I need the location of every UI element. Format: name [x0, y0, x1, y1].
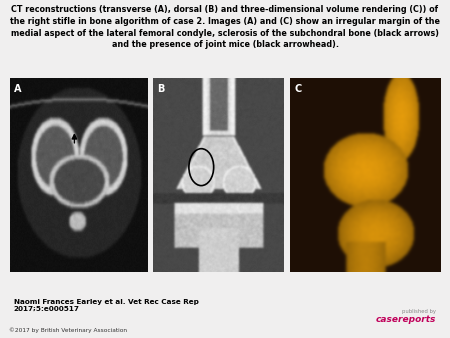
- Text: casereports: casereports: [376, 315, 436, 324]
- Text: published by: published by: [402, 309, 436, 314]
- Text: Naomi Frances Earley et al. Vet Rec Case Rep
2017;5:e000517: Naomi Frances Earley et al. Vet Rec Case…: [14, 299, 198, 312]
- Text: C: C: [295, 83, 302, 94]
- Text: B: B: [157, 83, 164, 94]
- Text: ©2017 by British Veterinary Association: ©2017 by British Veterinary Association: [9, 327, 127, 333]
- Text: CT reconstructions (transverse (A), dorsal (B) and three-dimensional volume rend: CT reconstructions (transverse (A), dors…: [10, 5, 440, 49]
- Text: A: A: [14, 83, 22, 94]
